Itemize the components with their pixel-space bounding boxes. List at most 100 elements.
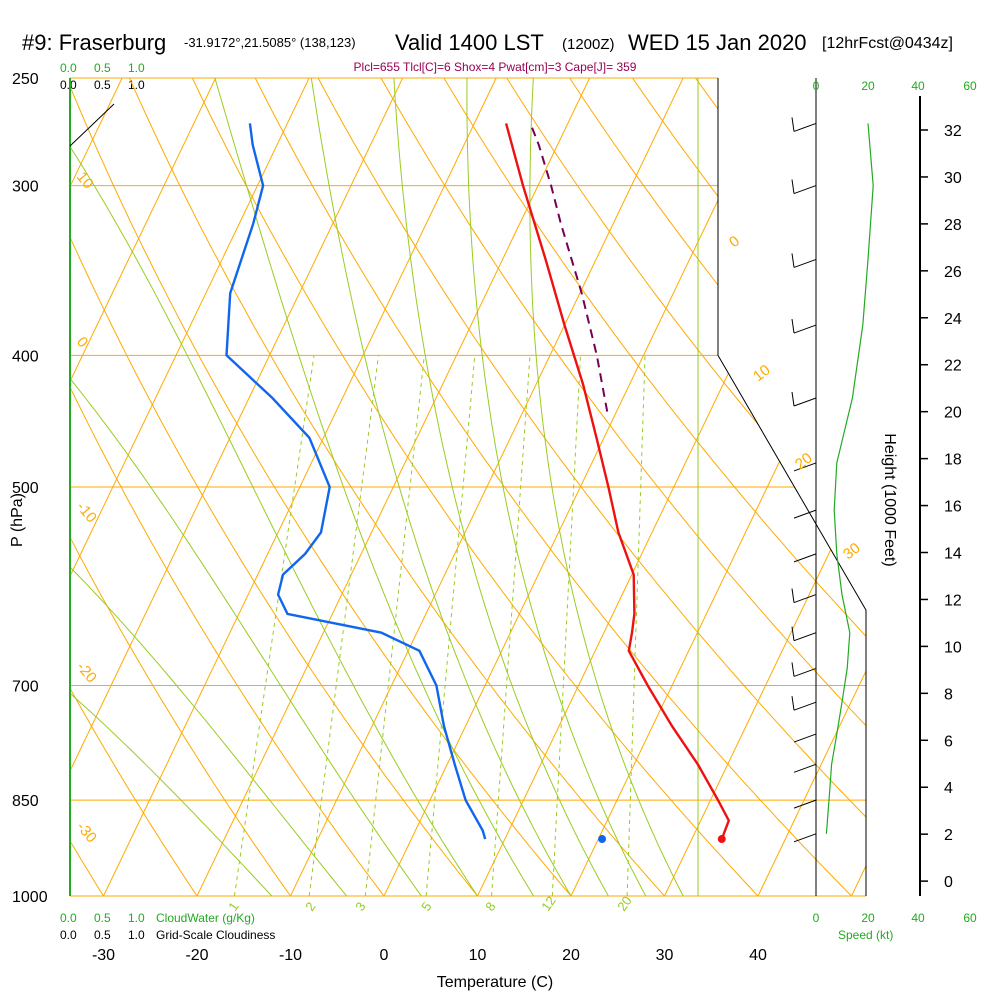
height-tick-label: 32 — [944, 123, 962, 140]
height-tick-label: 26 — [944, 264, 962, 281]
mixing-ratio-label: 2 — [302, 899, 318, 914]
wind-barb-flag — [791, 626, 795, 641]
cloudiness-tick-1-bottom: 0.5 — [94, 928, 111, 942]
dry-adiabat — [70, 78, 385, 896]
wind-barb — [793, 397, 817, 407]
wind-barb-flag — [791, 253, 795, 268]
wind-barb-flag — [791, 588, 795, 603]
dry-adiabat — [491, 78, 866, 896]
moist-adiabat — [466, 78, 647, 896]
height-tick-label: 4 — [944, 780, 953, 797]
isotherm — [70, 78, 310, 896]
height-tick-label: 22 — [944, 358, 962, 375]
dry-adiabat — [70, 78, 478, 896]
dry-adiabat — [70, 78, 572, 896]
mixing-ratio-label: 12 — [538, 893, 559, 913]
speed-label: Speed (kt) — [838, 928, 893, 942]
height-tick-label: 2 — [944, 827, 953, 844]
dewpoint-line — [225, 123, 487, 840]
mixing-ratio-label: 3 — [352, 899, 368, 914]
cloud-scale-bottom: 0.0 0.5 1.0 CloudWater (g/Kg) 0.0 0.5 1.… — [60, 911, 275, 942]
cloudiness-tick-0-bottom: 0.0 — [60, 928, 77, 942]
height-tick-label: 8 — [944, 686, 953, 703]
forecast-info: [12hrFcst@0434z] — [822, 35, 953, 52]
mixing-ratio-line — [233, 355, 315, 896]
pressure-tick-label: 1000 — [12, 889, 48, 906]
cloudwater-tick-1: 0.5 — [94, 61, 111, 75]
dry-adiabat — [615, 78, 866, 896]
wind-barb — [793, 324, 817, 334]
wind-barb-flag — [791, 318, 795, 334]
dry-adiabat-label: 0 — [726, 233, 743, 252]
mixing-ratio-label: 5 — [418, 899, 434, 914]
wind-barb-flag — [791, 696, 795, 711]
wind-barb — [793, 833, 817, 843]
mixing-ratio-label: 20 — [614, 893, 635, 913]
axis-labels: 0102030100-10-20-30323028262422201816141… — [12, 71, 962, 964]
pressure-tick-label: 400 — [12, 348, 39, 365]
valid-time: Valid 1400 LST — [395, 30, 544, 55]
mixing-ratio-line — [491, 355, 531, 896]
speed-tick-top: 0 — [813, 79, 820, 93]
mixing-ratio-label: 8 — [482, 899, 498, 914]
moist-adiabat — [70, 78, 478, 896]
height-tick-label: 6 — [944, 733, 953, 750]
pressure-tick-label: 850 — [12, 793, 39, 810]
isotherm — [757, 78, 866, 896]
plot-frame — [69, 78, 867, 896]
isotherm-label: -30 — [73, 819, 100, 847]
wind-barb-flag — [791, 662, 795, 677]
wind-barb — [793, 122, 817, 132]
wind-barb — [793, 509, 817, 519]
surface-dewpoint-point — [598, 835, 607, 844]
height-tick-label: 28 — [944, 217, 962, 234]
dry-adiabat — [70, 78, 198, 896]
temperature-tick-label: 30 — [656, 947, 674, 964]
moist-adiabat — [310, 78, 572, 896]
cloudiness-label: Grid-Scale Cloudiness — [156, 928, 275, 942]
height-tick-label: 14 — [944, 546, 962, 563]
temperature-tick-label: 40 — [749, 947, 767, 964]
moist-adiabat — [529, 78, 684, 896]
cloudwater-label: CloudWater (g/Kg) — [156, 911, 255, 925]
dry-adiabat — [0, 54, 10, 896]
zulu-time: (1200Z) — [562, 36, 615, 53]
isotherm — [70, 78, 217, 896]
speed-tick-top: 60 — [963, 79, 977, 93]
height-tick-label: 12 — [944, 592, 962, 609]
dry-adiabat-label: 30 — [840, 539, 864, 563]
speed-tick-bottom: 40 — [911, 911, 925, 925]
parcel-line — [529, 123, 609, 412]
wind-barb — [793, 594, 817, 604]
sounding-series — [225, 123, 731, 844]
pressure-tick-label: 250 — [12, 71, 39, 88]
moist-adiabat — [0, 123, 1000, 896]
dry-adiabat — [553, 78, 866, 896]
isotherm — [103, 78, 497, 896]
station-coords: -31.9172°,21.5085° (138,123) — [184, 35, 356, 50]
speed-tick-bottom: 60 — [963, 911, 977, 925]
cloudiness-tick-1: 0.5 — [94, 78, 111, 92]
y-axis-title: P (hPa) — [9, 493, 26, 547]
wind-barb-flag — [791, 179, 795, 194]
frame-right-edge — [717, 78, 867, 896]
temperature-line — [504, 123, 731, 840]
moist-adiabat — [393, 78, 609, 896]
moist-adiabat — [214, 78, 535, 896]
speed-tick-top: 20 — [861, 79, 875, 93]
wind-barb — [793, 667, 817, 677]
wind-barb-flag — [791, 117, 795, 132]
isotherm-label: 0 — [73, 334, 91, 351]
temperature-tick-label: -30 — [92, 947, 115, 964]
mixing-ratio-lines — [233, 355, 646, 896]
mixing-ratio-line — [364, 355, 425, 896]
dry-adiabat-lines — [0, 54, 866, 896]
dry-adiabat-label: 20 — [792, 449, 816, 473]
moist-adiabat — [70, 308, 273, 896]
wind-barb — [793, 258, 817, 268]
dry-adiabat — [118, 78, 665, 896]
height-axis-title: Height (1000 Feet) — [881, 433, 898, 566]
height-tick-label: 20 — [944, 405, 962, 422]
height-tick-label: 0 — [944, 874, 953, 891]
isotherm — [851, 78, 866, 896]
